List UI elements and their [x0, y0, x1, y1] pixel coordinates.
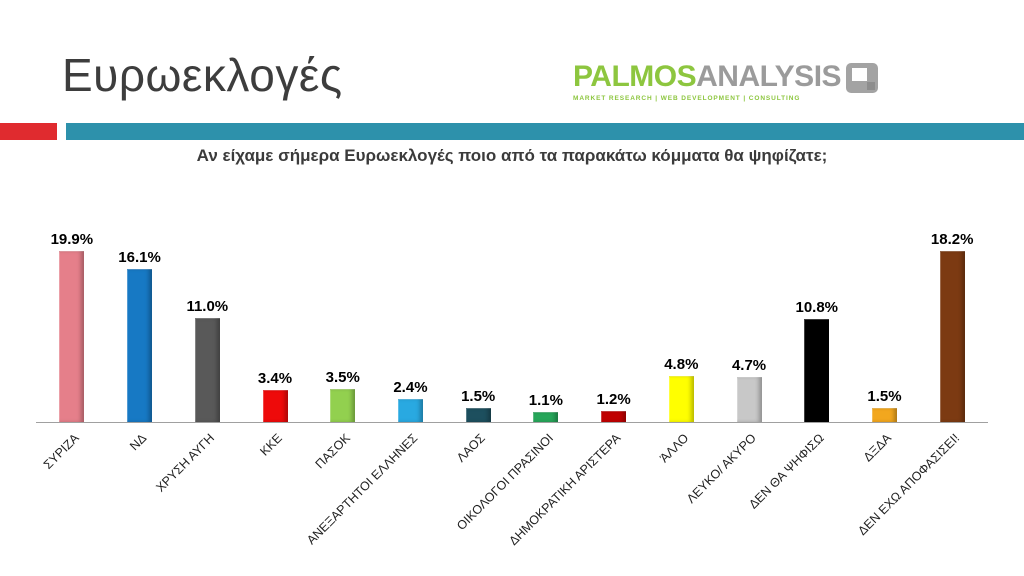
- logo-tagline: MARKET RESEARCH | WEB DEVELOPMENT | CONS…: [573, 95, 801, 102]
- bar-column: 2.4% ΑΝΕΞΑΡΤΗΤΟΙ ΕΛΛΗΝΕΣ: [304, 232, 445, 547]
- bar-value-label: 1.1%: [528, 391, 563, 409]
- bar-value-label: 4.8%: [664, 356, 699, 374]
- magnifier-icon-handle: [867, 82, 876, 90]
- bar: [397, 399, 423, 422]
- category-label: ΔΗΜΟΚΡΑΤΙΚΗ ΑΡΙΣΤΕΡΑ: [506, 431, 624, 549]
- bar: [465, 407, 491, 422]
- bar-value-label: 1.5%: [867, 387, 902, 405]
- category-label: ΚΚΕ: [257, 431, 285, 459]
- magnifier-icon: [846, 63, 879, 93]
- bar-value-label: 4.7%: [731, 357, 767, 375]
- category-label: ΆΛΛΟ: [656, 431, 692, 466]
- bar: [939, 251, 965, 422]
- bar-column: 18.2% ΔΕΝ ΕΧΩ ΑΠΟΦΑΣΙΣΕΙ!: [855, 231, 986, 538]
- bar-value-label: 18.2%: [930, 231, 974, 248]
- category-label: ΔΕΝ ΘΑ ΨΗΦΙΣΩ: [746, 431, 827, 512]
- bar-column: 4.7% ΛΕΥΚΟ/ ΑΚΥΡΟ: [684, 232, 783, 506]
- bar-value-label: 19.9%: [50, 231, 94, 248]
- category-label: ΔΞΔΑ: [861, 431, 895, 465]
- bar-column: 11.0% ΧΡΥΣΗ ΑΥΓΗ: [153, 232, 241, 495]
- bar: [330, 388, 356, 422]
- bar-value-label: 11.0%: [186, 297, 229, 315]
- bar: [127, 269, 153, 422]
- palmos-analysis-logo: PALMOSANALYSIS MARKET RESEARCH | WEB DEV…: [573, 60, 879, 103]
- bar: [59, 251, 85, 422]
- category-label: ΛΑΟΣ: [454, 431, 489, 465]
- bar-column: 1.5% ΔΞΔΑ: [851, 232, 919, 465]
- bar: [262, 389, 288, 422]
- x-axis-line: [36, 422, 988, 423]
- plot-area: 19.9% ΣΥΡΙΖΑ 16.1% ΝΔ 11.0% ΧΡΥΣΗ ΑΥΓΗ 3.4% ΚΚΕ…: [36, 231, 988, 548]
- bar-column: 3.4% ΚΚΕ: [241, 232, 309, 459]
- category-label: ΛΕΥΚΟ/ ΑΚΥΡΟ: [683, 431, 759, 506]
- bar: [668, 376, 694, 422]
- bar: [804, 319, 830, 422]
- bar-value-label: 10.8%: [795, 299, 839, 317]
- bar-column: 16.1% ΝΔ: [106, 232, 174, 453]
- category-label: ΧΡΥΣΗ ΑΥΓΗ: [153, 431, 218, 495]
- bar-column: 4.8% ΆΛΛΟ: [647, 232, 715, 465]
- bar-value-label: 3.4%: [257, 369, 293, 387]
- bar-column: 19.9% ΣΥΡΙΖΑ: [38, 231, 106, 472]
- divider-red: [0, 123, 57, 140]
- bar-column: 1.2% ΔΗΜΟΚΡΑΤΙΚΗ ΑΡΙΣΤΕΡΑ: [506, 232, 648, 548]
- bar: [871, 407, 897, 422]
- bar: [533, 411, 559, 422]
- bar-value-label: 16.1%: [118, 249, 161, 267]
- bar: [736, 377, 762, 422]
- bar-column: 3.5% ΠΑΣΟΚ: [309, 232, 377, 472]
- page-title: Ευρωεκλογές: [62, 49, 343, 101]
- bar-value-label: 3.5%: [325, 368, 360, 386]
- bar-value-label: 2.4%: [393, 379, 428, 397]
- chart-question: Αν είχαμε σήμερα Ευρωεκλογές ποιο από τα…: [196, 146, 828, 165]
- category-label: ΣΥΡΙΖΑ: [40, 431, 82, 472]
- logo-primary: PALMOS: [573, 60, 697, 93]
- logo-wordmark: PALMOSANALYSIS: [573, 60, 842, 93]
- category-label: ΠΑΣΟΚ: [312, 431, 353, 472]
- bar-column: 1.1% ΟΙΚΟΛΟΓΟΙ ΠΡΑΣΙΝΟΙ: [454, 232, 580, 533]
- divider-teal: [66, 123, 1024, 140]
- bar-value-label: 1.2%: [596, 390, 631, 408]
- bar-column: 1.5% ΛΑΟΣ: [444, 232, 512, 465]
- bar-column: 10.8% ΔΕΝ ΘΑ ΨΗΦΙΣΩ: [746, 232, 851, 511]
- magnifier-icon-lens: [852, 68, 868, 81]
- category-label: ΑΝΕΞΑΡΤΗΤΟΙ ΕΛΛΗΝΕΣ: [304, 431, 421, 548]
- bar: [194, 317, 220, 422]
- category-label: ΝΔ: [127, 431, 150, 454]
- logo-secondary: ANALYSIS: [696, 60, 842, 93]
- logo-text: PALMOSANALYSIS MARKET RESEARCH | WEB DEV…: [573, 60, 842, 103]
- bar-value-label: 1.5%: [461, 387, 496, 405]
- bar: [601, 410, 627, 422]
